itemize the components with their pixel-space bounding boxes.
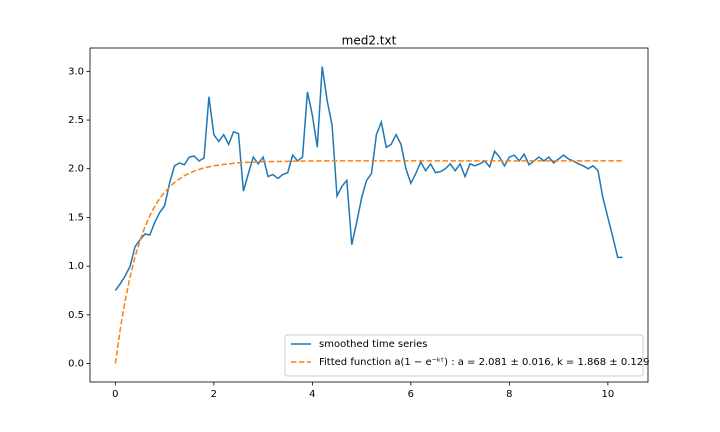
legend-label: Fitted function a(1 − e⁻ᵏᵗ) : a = 2.081 … bbox=[319, 357, 649, 368]
y-tick-label: 3.0 bbox=[68, 66, 84, 77]
legend-label: smoothed time series bbox=[319, 339, 428, 350]
series-line bbox=[114, 66, 623, 291]
y-tick-label: 0.0 bbox=[68, 358, 84, 369]
series-line bbox=[114, 160, 623, 364]
plot-frame bbox=[89, 47, 649, 383]
x-tick-label: 8 bbox=[506, 389, 512, 400]
y-tick-label: 0.5 bbox=[68, 310, 84, 321]
x-tick-label: 2 bbox=[211, 389, 217, 400]
x-tick-label: 6 bbox=[408, 389, 414, 400]
y-tick-label: 1.0 bbox=[68, 261, 84, 272]
x-tick-label: 10 bbox=[601, 389, 614, 400]
x-tick-label: 0 bbox=[112, 389, 118, 400]
chart-title: med2.txt bbox=[342, 34, 397, 48]
x-tick-label: 4 bbox=[309, 389, 315, 400]
y-tick-label: 2.5 bbox=[68, 115, 84, 126]
y-tick-label: 1.5 bbox=[68, 212, 84, 223]
y-tick-label: 2.0 bbox=[68, 164, 84, 175]
legend-box bbox=[284, 334, 644, 377]
